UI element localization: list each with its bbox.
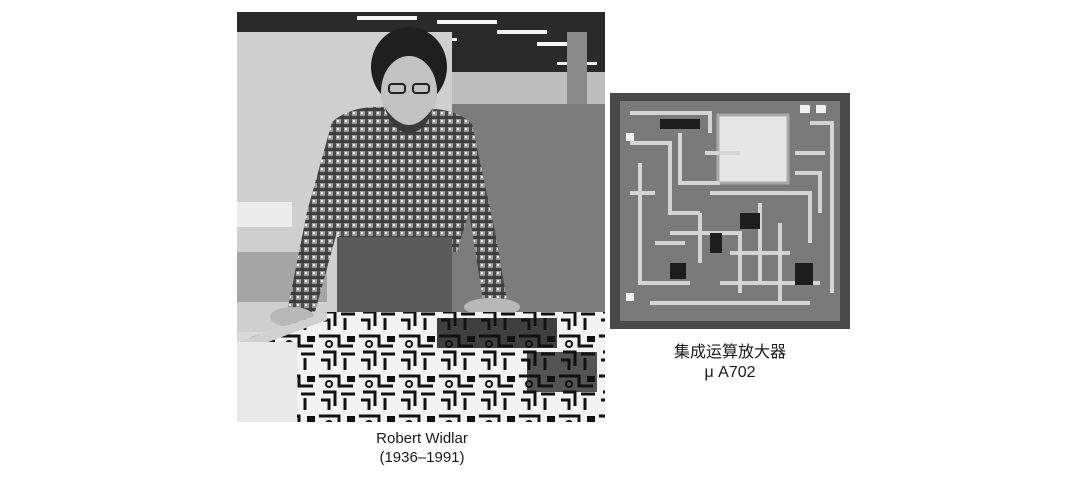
widlar-photo — [237, 12, 605, 422]
op-amp-die-photo — [610, 93, 850, 329]
caption-name: Robert Widlar — [376, 430, 468, 447]
chip-caption-title: 集成运算放大器 — [673, 344, 786, 361]
chip-caption: 集成运算放大器 μ A702 — [660, 343, 800, 383]
chip-caption-model: μ A702 — [704, 364, 756, 381]
photo-caption: Robert Widlar (1936–1991) — [337, 429, 507, 467]
caption-years: (1936–1991) — [379, 449, 465, 466]
